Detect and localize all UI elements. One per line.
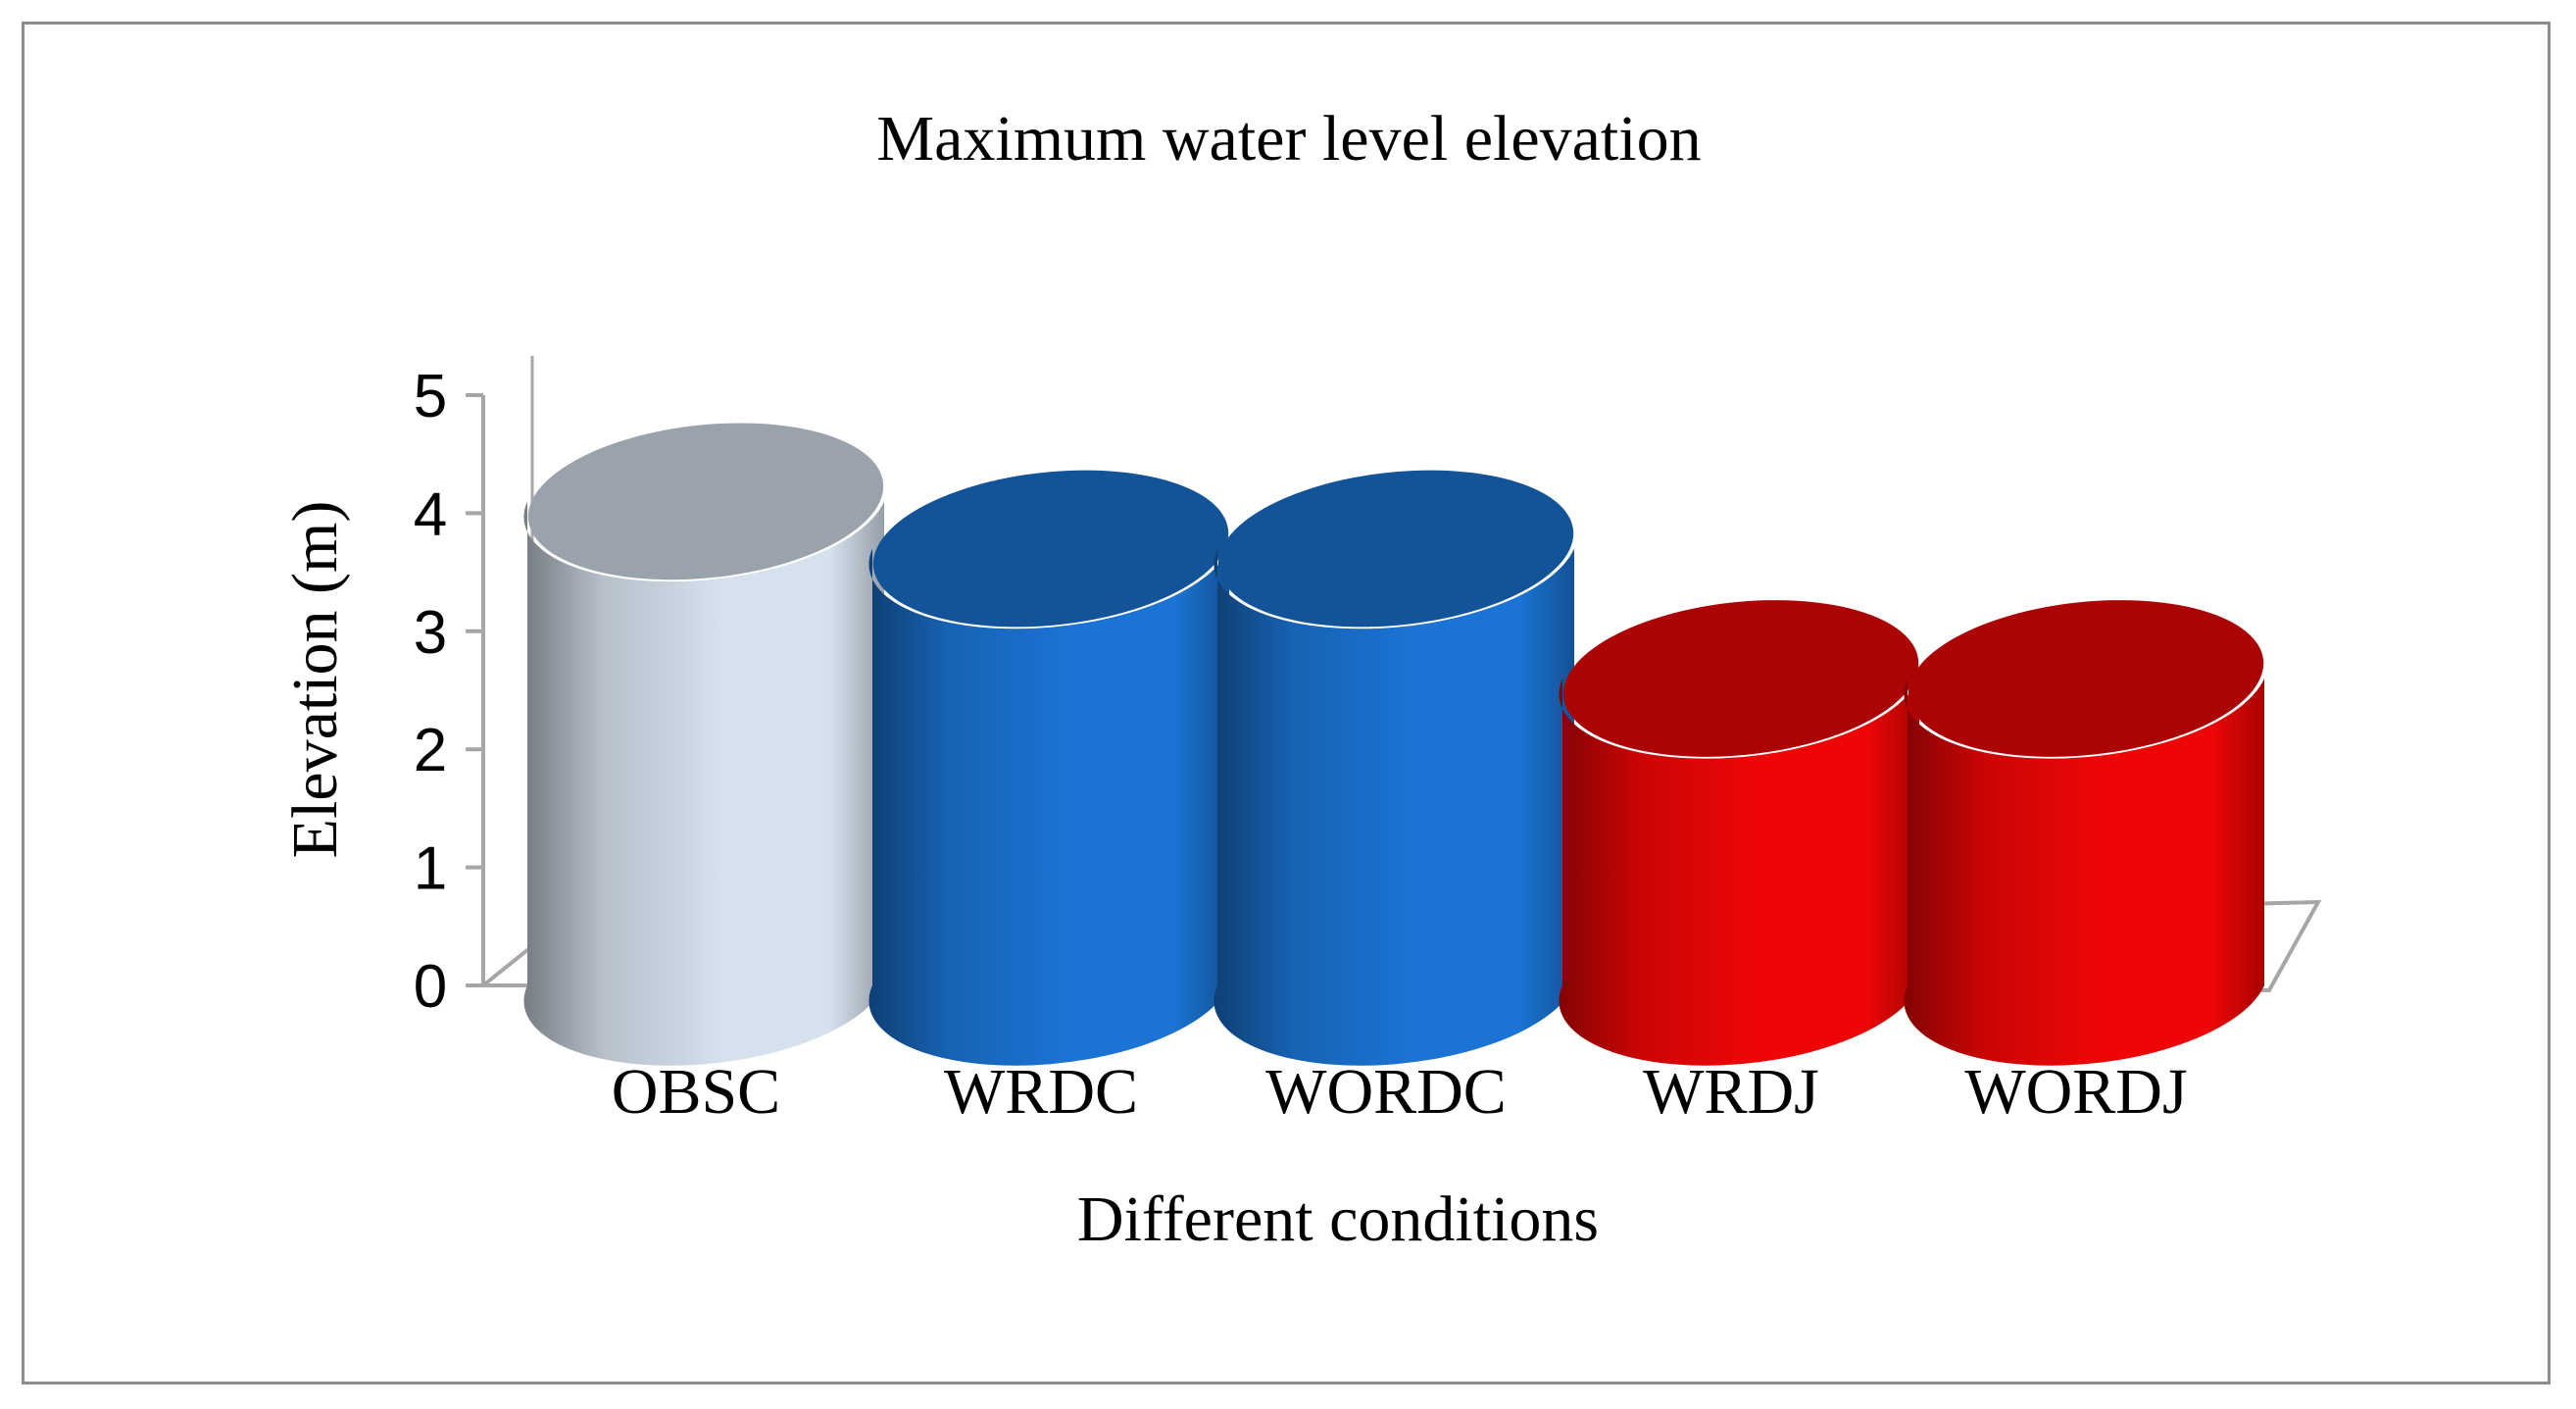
y-axis-label: Elevation (m) [279, 501, 351, 859]
y-tick-label: 3 [414, 599, 447, 667]
y-tick-label: 1 [414, 835, 447, 903]
y-tick-label: 2 [414, 717, 447, 784]
bar-body [868, 548, 1229, 1066]
x-tick-labels: OBSC WRDC WORDC WRDJ WORDJ [612, 1056, 2188, 1128]
x-tick-label: WRDJ [1643, 1056, 1819, 1128]
x-axis-label: Different conditions [1077, 1183, 1599, 1255]
bar-wordj [1904, 600, 2264, 1066]
bar-wrdj [1559, 600, 1919, 1066]
y-tick-label: 5 [414, 363, 447, 430]
x-tick-label: WORDJ [1964, 1056, 2187, 1128]
y-tick-label: 0 [414, 953, 447, 1021]
bar-top-cap [872, 470, 1229, 628]
x-tick-label: WRDC [944, 1056, 1138, 1128]
x-tick-label: OBSC [612, 1056, 780, 1128]
y-axis: 0 1 2 3 4 5 [414, 363, 485, 1021]
x-tick-label: WORDC [1265, 1056, 1507, 1128]
chart-title: Maximum water level elevation [876, 103, 1701, 175]
bar-body [1559, 678, 1919, 1066]
chart-frame: Maximum water level elevation Elevation … [22, 22, 2551, 1384]
bar-top-cap [1907, 600, 2264, 757]
bar-body [1904, 678, 2264, 1066]
bar-body [523, 501, 884, 1066]
bar-body [1214, 548, 1574, 1066]
chart-svg: Maximum water level elevation Elevation … [279, 103, 2322, 1255]
y-tick-label: 4 [414, 480, 447, 548]
bar-wrdc [868, 470, 1229, 1066]
bar-obsc [523, 423, 884, 1066]
bar-top-cap [1217, 470, 1574, 628]
bar-top-cap [527, 423, 884, 580]
bars [523, 423, 2264, 1066]
bar-top-cap [1562, 600, 1919, 757]
bar-wordc [1214, 470, 1574, 1066]
